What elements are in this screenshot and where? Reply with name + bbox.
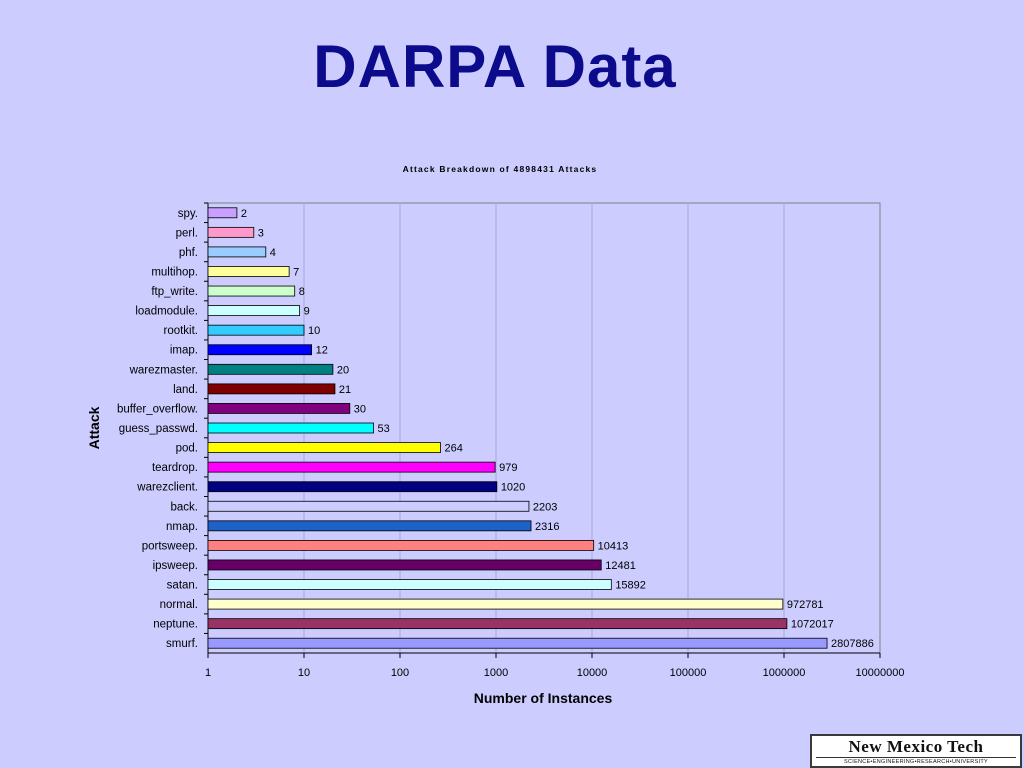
x-tick-label: 100000 xyxy=(670,667,707,679)
bar-value-label: 9 xyxy=(304,306,310,318)
category-label: buffer_overflow. xyxy=(117,403,198,415)
bar-value-label: 2807886 xyxy=(831,638,874,650)
bar-value-label: 4 xyxy=(270,247,276,259)
bar-value-label: 7 xyxy=(293,266,299,278)
x-tick-labels: 1 10 100 1000 10000 100000 1000000 10000000 xyxy=(205,667,905,679)
bar-pod xyxy=(207,442,441,453)
bar-value-label: 53 xyxy=(378,423,390,435)
bar-value-label: 2203 xyxy=(533,501,557,513)
category-label: neptune. xyxy=(153,619,198,631)
bar-portsweep xyxy=(207,539,595,551)
bar-rootkit xyxy=(207,324,305,336)
bars xyxy=(207,207,828,649)
category-label: portsweep. xyxy=(142,540,198,552)
logo-subtext: SCIENCE•ENGINEERING•RESEARCH•UNIVERSITY xyxy=(844,759,988,765)
category-label: perl. xyxy=(176,227,198,239)
x-axis-label: Number of Instances xyxy=(474,690,613,706)
bar-value-label: 2316 xyxy=(535,521,559,533)
category-label: nmap. xyxy=(166,521,198,533)
bar-warezclient xyxy=(207,481,498,493)
bar-land xyxy=(207,383,336,395)
bar-normal xyxy=(207,598,784,610)
bar-neptune xyxy=(207,618,788,630)
logo-text: New Mexico Tech xyxy=(848,737,984,756)
category-label: land. xyxy=(173,384,198,396)
category-label: pod. xyxy=(176,443,198,455)
category-label: satan. xyxy=(167,580,198,592)
bar-nmap xyxy=(207,520,532,532)
category-label: smurf. xyxy=(166,638,198,650)
bar-back xyxy=(207,500,530,512)
bar-value-label: 972781 xyxy=(787,599,824,611)
slide-title: DARPA Data xyxy=(313,33,677,100)
new-mexico-tech-logo: New Mexico Tech SCIENCE•ENGINEERING•RESE… xyxy=(810,734,1022,768)
bar-value-label: 2 xyxy=(241,208,247,220)
bar-value-label: 21 xyxy=(339,384,351,396)
x-tick-label: 100 xyxy=(391,667,409,679)
category-label: imap. xyxy=(170,345,198,357)
category-labels: spy. perl. phf. multihop. ftp_write. loadmodu… xyxy=(117,208,198,650)
bar-value-label: 10 xyxy=(308,325,320,337)
x-tick-label: 10 xyxy=(298,667,310,679)
bar-value-label: 12 xyxy=(316,345,328,357)
category-label: warezmaster. xyxy=(129,364,198,376)
bar-value-label: 979 xyxy=(499,462,517,474)
category-label: guess_passwd. xyxy=(119,423,198,435)
bar-loadmodule xyxy=(207,305,301,317)
category-label: rootkit. xyxy=(163,325,198,337)
category-label: ipsweep. xyxy=(153,560,198,572)
bar-value-label: 30 xyxy=(354,403,366,415)
bar-value-label: 1072017 xyxy=(791,619,834,631)
category-label: ftp_write. xyxy=(151,286,198,298)
category-label: multihop. xyxy=(151,266,198,278)
bar-buffer_overflow xyxy=(207,403,351,414)
bar-value-label: 8 xyxy=(299,286,305,298)
category-label: spy. xyxy=(178,208,198,220)
category-label: teardrop. xyxy=(152,462,198,474)
bar-value-label: 12481 xyxy=(605,560,636,572)
bar-smurf xyxy=(207,637,828,649)
bar-value-label: 10413 xyxy=(598,540,629,552)
bar-warezmaster xyxy=(207,363,334,375)
x-tick-label: 1 xyxy=(205,667,211,679)
x-tick-label: 1000 xyxy=(484,667,508,679)
bar-teardrop xyxy=(207,461,496,473)
bar-ipsweep xyxy=(207,559,602,571)
category-label: loadmodule. xyxy=(135,306,198,318)
bar-imap xyxy=(207,344,313,356)
bar-value-label: 15892 xyxy=(615,580,646,592)
logo-rule xyxy=(816,757,1016,758)
bar-perl xyxy=(207,226,255,238)
y-axis-label: Attack xyxy=(86,406,102,449)
bar-value-label: 1020 xyxy=(501,482,525,494)
x-tick-label: 10000 xyxy=(577,667,608,679)
category-label: normal. xyxy=(160,599,198,611)
bar-value-label: 264 xyxy=(444,443,462,455)
bar-value-label: 3 xyxy=(258,227,264,239)
bar-ftp_write xyxy=(207,285,296,297)
bar-phf xyxy=(207,246,267,258)
bar-satan xyxy=(207,579,612,590)
category-label: phf. xyxy=(179,247,198,259)
category-label: back. xyxy=(171,501,199,513)
bar-spy xyxy=(207,207,238,219)
chart-title: Attack Breakdown of 4898431 Attacks xyxy=(403,164,598,174)
bar-multihop xyxy=(207,266,290,277)
category-label: warezclient. xyxy=(136,482,198,494)
bar-value-label: 20 xyxy=(337,364,349,376)
x-tick-label: 1000000 xyxy=(763,667,806,679)
bar-guess_passwd xyxy=(207,422,374,434)
x-tick-label: 10000000 xyxy=(856,667,905,679)
